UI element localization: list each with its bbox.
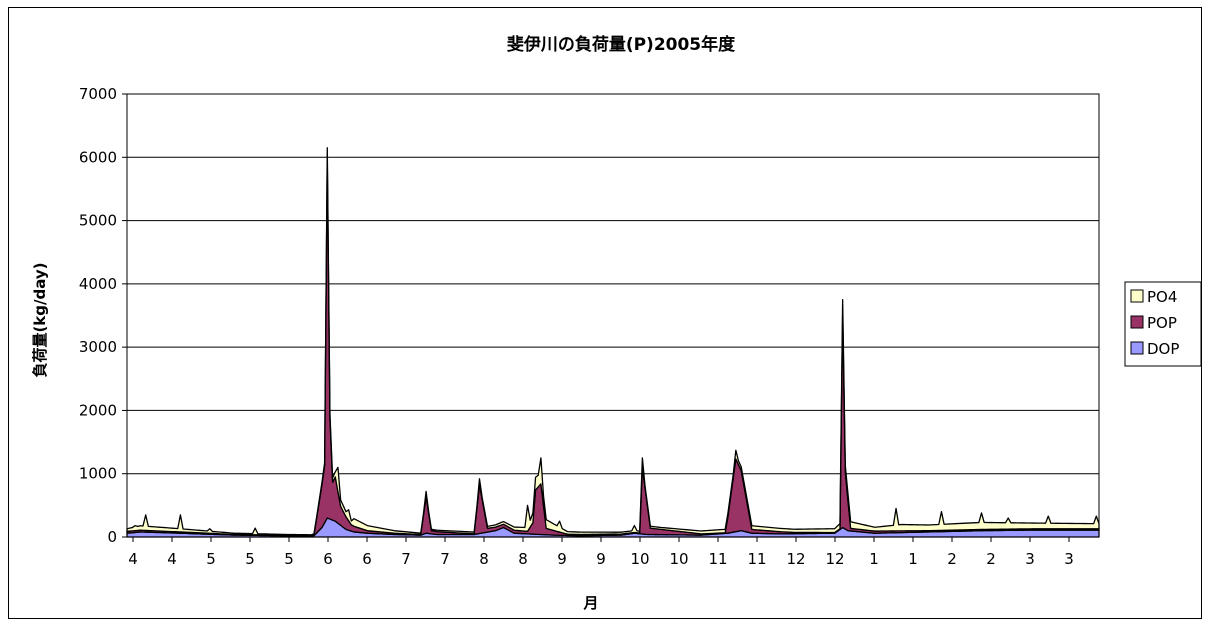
x-tick-label: 6 xyxy=(362,550,372,568)
legend-swatch-pop xyxy=(1130,315,1144,329)
y-tick-label: 3000 xyxy=(79,338,117,356)
x-tick-label: 9 xyxy=(557,550,567,568)
chart-frame: 斐伊川の負荷量(P)2005年度 0 1000 2000 3000 4000 5000 60… xyxy=(8,7,1202,619)
x-tick-label: 4 xyxy=(128,550,138,568)
x-tick-label: 10 xyxy=(630,550,649,568)
x-tick-label: 6 xyxy=(323,550,333,568)
x-tick-label: 12 xyxy=(825,550,844,568)
legend-swatch-dop xyxy=(1130,341,1144,355)
plot-area xyxy=(126,93,1100,538)
legend: PO4 POP DOP xyxy=(1124,281,1202,367)
x-tick-label: 9 xyxy=(596,550,606,568)
x-tick-label: 10 xyxy=(669,550,688,568)
y-tick-label: 7000 xyxy=(79,85,117,103)
y-tick-label: 4000 xyxy=(79,275,117,293)
x-tick-label: 11 xyxy=(747,550,766,568)
x-tick-label: 2 xyxy=(947,550,957,568)
x-tick-label: 4 xyxy=(167,550,177,568)
x-tick-label: 7 xyxy=(440,550,450,568)
x-tick-label: 8 xyxy=(518,550,528,568)
x-tick-label: 3 xyxy=(1064,550,1074,568)
y-axis-label: 負荷量(kg/day) xyxy=(31,262,49,377)
y-tick-label: 2000 xyxy=(79,401,117,419)
legend-swatch-po4 xyxy=(1130,289,1144,303)
series-area-po4 xyxy=(126,147,1100,537)
y-tick-label: 1000 xyxy=(79,465,117,483)
x-tick-label: 1 xyxy=(908,550,918,568)
x-tick-label: 5 xyxy=(206,550,216,568)
area-series xyxy=(126,147,1100,538)
x-tick-label: 2 xyxy=(986,550,996,568)
y-tick-label: 6000 xyxy=(79,148,117,166)
y-axis: 0 1000 2000 3000 4000 5000 6000 7000 xyxy=(79,85,127,546)
legend-label-po4: PO4 xyxy=(1147,288,1177,306)
chart: 斐伊川の負荷量(P)2005年度 01000200030004000500060… xyxy=(31,34,1202,612)
legend-label-dop: DOP xyxy=(1147,340,1179,358)
x-tick-label: 11 xyxy=(708,550,727,568)
x-axis: 4 4 5 5 5 6 6 7 7 8 8 9 9 10 10 11 11 12 12 1 1 2 2 3 3 xyxy=(128,537,1074,568)
chart-title: 斐伊川の負荷量(P)2005年度 xyxy=(507,34,736,55)
x-tick-label: 5 xyxy=(284,550,294,568)
x-axis-label: 月 xyxy=(582,594,598,612)
y-tick-label: 5000 xyxy=(79,212,117,230)
x-tick-label: 7 xyxy=(401,550,411,568)
series-area-pop xyxy=(126,156,1100,537)
x-tick-label: 3 xyxy=(1025,550,1035,568)
x-tick-label: 8 xyxy=(479,550,489,568)
gridlines xyxy=(127,93,1099,475)
y-tick-label: 0 xyxy=(107,528,117,546)
x-tick-label: 12 xyxy=(786,550,805,568)
x-tick-label: 1 xyxy=(869,550,879,568)
legend-label-pop: POP xyxy=(1147,314,1177,332)
x-tick-label: 5 xyxy=(245,550,255,568)
